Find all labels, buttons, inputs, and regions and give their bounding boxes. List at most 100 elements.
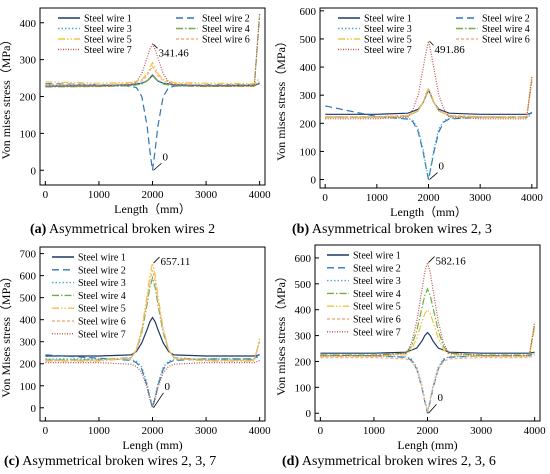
annotation-leader	[153, 256, 160, 264]
annotation-label: 0	[163, 151, 169, 163]
legend-label-7: Steel wire 7	[78, 329, 126, 340]
caption-a-text: Asymmetrical broken wires 2	[46, 222, 216, 237]
annotation-label: 491.86	[435, 44, 466, 56]
x-tick-label: 3000	[195, 425, 218, 437]
caption-b: (b) Asymmetrical broken wires 2, 3	[292, 222, 492, 238]
legend-label-3: Steel wire 3	[364, 24, 412, 35]
series-line-6	[325, 79, 533, 118]
y-axis-label: Von mises stress（MPa）	[275, 35, 288, 161]
annotation-label: 582.16	[436, 256, 467, 268]
caption-d-text: Asymmetrical broken wires 2, 3, 6	[299, 454, 496, 469]
y-tick-label: 300	[20, 55, 37, 67]
legend-label-5: Steel wire 5	[78, 304, 126, 315]
y-tick-label: 100	[20, 128, 37, 140]
series-line-5	[325, 78, 533, 119]
y-tick-label: 400	[20, 315, 37, 327]
x-tick-label: 0	[43, 189, 49, 201]
x-tick-label: 4000	[249, 189, 272, 201]
series-line-3	[320, 353, 535, 413]
y-axis-label: Von Mises stress（MPa）	[0, 270, 13, 397]
legend-label-7: Steel wire 7	[364, 45, 412, 56]
y-tick-label: 300	[300, 90, 317, 102]
y-tick-label: 0	[311, 175, 317, 187]
caption-a: (a) Asymmetrical broken wires 2	[30, 222, 215, 238]
caption-b-text: Asymmetrical broken wires 2, 3	[309, 222, 492, 237]
y-tick-label: 400	[20, 18, 37, 30]
annotation-leader	[429, 172, 438, 180]
annotation-label: 341.46	[159, 47, 190, 59]
y-tick-label: 500	[20, 293, 37, 305]
legend-label-6: Steel wire 6	[78, 317, 126, 328]
y-tick-label: 0	[306, 408, 312, 420]
series-line-6	[45, 65, 260, 86]
series-line-4	[320, 287, 536, 356]
x-tick-label: 1000	[88, 425, 111, 437]
series-line-2	[45, 353, 261, 411]
y-tick-label: 200	[295, 356, 312, 368]
legend-label-7: Steel wire 7	[353, 327, 401, 338]
y-tick-label: 300	[20, 337, 37, 349]
chart-panel-a: 0 1000 2000 3000 4000 0 100 200 300 400 Length（mm）…	[0, 7, 272, 216]
y-tick-label: 0	[31, 165, 37, 177]
x-tick-label: 3000	[469, 192, 492, 204]
chart-panel-d: 0 1000 2000 3000 4000 0 100 200 300 400 500 600 Leng…	[275, 244, 546, 452]
legend-label-5: Steel wire 5	[84, 35, 132, 46]
y-tick-label: 400	[300, 62, 317, 74]
legend-label-4: Steel wire 4	[78, 291, 126, 302]
legend-label-2: Steel wire 2	[353, 263, 401, 274]
legend-label-3: Steel wire 3	[78, 278, 126, 289]
caption-d-letter: (d)	[282, 454, 300, 469]
y-axis-label: Von mises stress（MPa）	[275, 270, 288, 396]
legend-label-6: Steel wire 6	[482, 35, 530, 46]
x-tick-label: 0	[43, 425, 49, 437]
x-axis-label: Length（mm）	[114, 202, 191, 216]
caption-c-letter: (c)	[4, 454, 20, 469]
y-tick-label: 500	[300, 34, 317, 46]
x-tick-label: 0	[318, 425, 324, 437]
y-tick-label: 600	[295, 253, 312, 265]
y-tick-label: 0	[31, 403, 37, 415]
legend-label-6: Steel wire 6	[353, 315, 401, 326]
legend-label-7: Steel wire 7	[84, 45, 132, 56]
annotation-leader	[153, 392, 164, 409]
caption-a-letter: (a)	[30, 222, 47, 237]
y-tick-label: 200	[300, 118, 317, 130]
y-tick-label: 200	[20, 92, 37, 104]
legend-label-1: Steel wire 1	[364, 14, 412, 25]
annotation-label: 0	[165, 381, 171, 393]
series-line-6	[320, 354, 535, 413]
legend-label-5: Steel wire 5	[353, 302, 401, 313]
annotation-leader	[153, 162, 162, 171]
x-tick-label: 4000	[249, 425, 272, 437]
series-line-3	[325, 114, 533, 179]
legend-label-6: Steel wire 6	[202, 35, 250, 46]
plot-frame-c	[39, 246, 266, 422]
legend-label-1: Steel wire 1	[84, 14, 132, 25]
series-line-2	[320, 351, 535, 414]
x-tick-label: 2000	[418, 192, 441, 204]
series-line-3	[45, 355, 260, 409]
annotation-label: 657.11	[161, 256, 191, 268]
y-axis-label: Von mises stress（MPa）	[0, 34, 13, 160]
y-tick-label: 100	[295, 382, 312, 394]
x-tick-label: 2000	[142, 425, 165, 437]
x-tick-label: 1000	[363, 425, 386, 437]
annotation-leader	[429, 40, 434, 46]
legend-label-2: Steel wire 2	[202, 14, 250, 25]
annotation-label: 0	[439, 161, 445, 173]
y-tick-label: 100	[20, 381, 37, 393]
caption-b-letter: (b)	[292, 222, 310, 237]
y-tick-label: 200	[20, 359, 37, 371]
x-tick-label: 1000	[366, 192, 389, 204]
y-tick-label: 100	[300, 146, 317, 158]
series-line-2	[325, 105, 533, 180]
x-tick-label: 2000	[142, 189, 165, 201]
legend-label-2: Steel wire 2	[482, 14, 530, 25]
x-tick-label: 4000	[521, 192, 544, 204]
y-tick-label: 600	[20, 271, 37, 283]
caption-d: (d) Asymmetrical broken wires 2, 3, 6	[282, 454, 496, 470]
x-tick-label: 0	[322, 192, 328, 204]
annotation-leader	[153, 44, 158, 49]
legend-label-2: Steel wire 2	[78, 265, 126, 276]
